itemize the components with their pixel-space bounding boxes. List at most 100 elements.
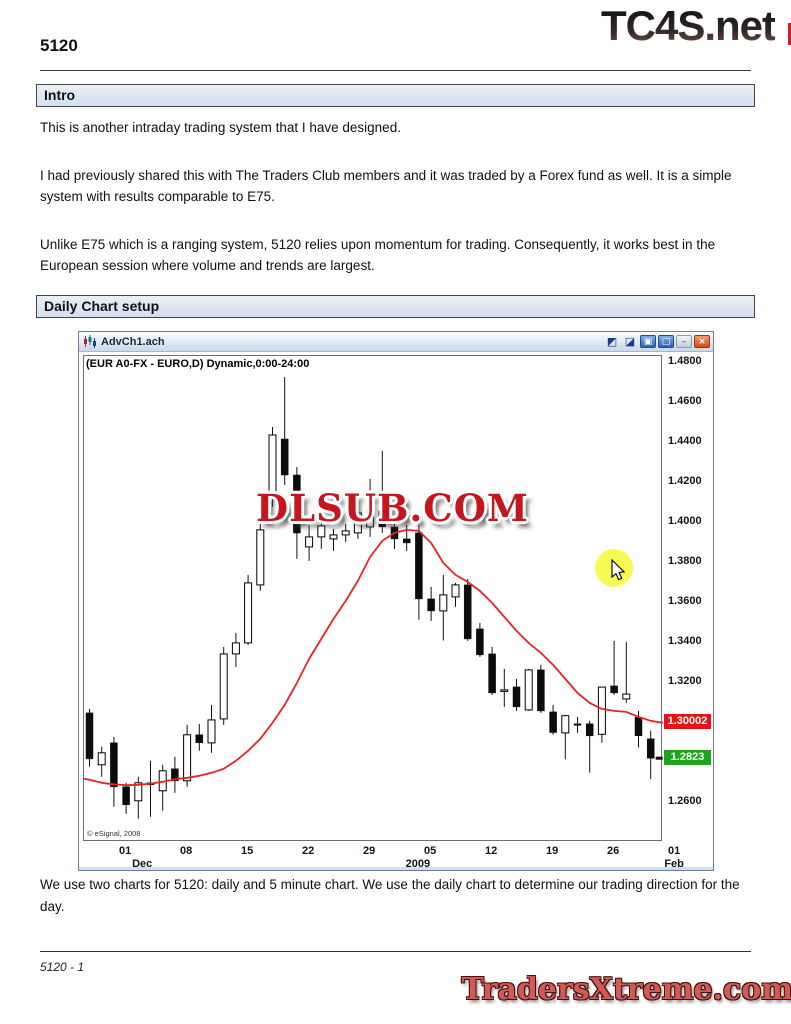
- candle-body: [622, 693, 631, 700]
- section-header-intro: Intro: [36, 84, 755, 107]
- x-axis-tick-label: 12: [484, 845, 498, 857]
- candle-body: [634, 717, 643, 736]
- candle-body: [427, 598, 435, 612]
- intro-paragraph-1: This is another intraday trading system …: [40, 120, 401, 135]
- candlestick-plot[interactable]: [84, 356, 663, 842]
- maximize-button[interactable]: ▣: [640, 335, 656, 348]
- last-price-tag: 1.2823: [664, 749, 711, 765]
- x-axis-tick-label: 22: [301, 845, 315, 857]
- chart-symbol-label: (EUR A0-FX - EURO,D) Dynamic,0:00-24:00: [86, 358, 310, 370]
- footer-page-number: 5120 - 1: [40, 960, 85, 974]
- x-axis-tick-label: 15: [240, 845, 254, 857]
- moving-average-line: [84, 528, 663, 787]
- candle-body: [97, 752, 106, 766]
- x-axis-tick-label: 08: [179, 845, 193, 857]
- candle-body: [402, 538, 411, 544]
- candle-body: [646, 738, 655, 759]
- candle-body: [439, 594, 448, 612]
- candle-body: [317, 525, 326, 538]
- x-axis-tick-label: 05: [423, 845, 437, 857]
- candle-body: [537, 669, 545, 712]
- y-axis-label: 1.3400: [668, 634, 702, 647]
- y-axis-label: 1.4800: [668, 354, 702, 367]
- tradersxtreme-logo: TradersXtreme.com: [461, 972, 791, 1007]
- candle-body: [415, 532, 423, 600]
- intro-paragraphs: This is another intraday trading system …: [40, 117, 756, 303]
- candle-body: [293, 474, 301, 534]
- chart-caption: We use two charts for 5120: daily and 5 …: [40, 874, 756, 943]
- chart-client-area: (EUR A0-FX - EURO,D) Dynamic,0:00-24:00 …: [79, 353, 713, 870]
- x-axis-tick-label: 01: [118, 845, 132, 857]
- candle-body: [549, 711, 557, 733]
- price-plot-area[interactable]: (EUR A0-FX - EURO,D) Dynamic,0:00-24:00 …: [83, 355, 663, 842]
- candle-body: [597, 686, 606, 735]
- candle-body: [280, 438, 289, 476]
- y-axis-label: 1.3600: [668, 594, 702, 607]
- candle-body: [512, 686, 521, 708]
- candle-body: [122, 786, 130, 806]
- candle-body: [378, 510, 387, 528]
- candle-body: [561, 715, 570, 734]
- tc4s-logo: TC4S.net: [600, 2, 776, 49]
- esignal-copyright: © eSignal, 2008: [87, 829, 141, 838]
- y-axis-label: 1.3800: [668, 554, 702, 567]
- candle-body: [256, 529, 265, 586]
- candle-body: [585, 723, 594, 737]
- chart-app-window: AdvCh1.ach ◩ ◪ ▣ □ – × (EUR A0-FX - EURO,D) D…: [78, 331, 714, 871]
- candle-body: [110, 742, 118, 788]
- edge-red-mark: [788, 23, 791, 45]
- page-title: 5120: [40, 36, 78, 55]
- intro-paragraph-3: Unlike E75 which is a ranging system, 51…: [40, 236, 716, 274]
- dlsub-watermark: DLSUB.COM: [256, 486, 529, 530]
- candle-body: [219, 653, 228, 720]
- window-bottom-strip: [79, 867, 713, 870]
- candle-body: [244, 582, 253, 644]
- candle-body: [207, 719, 216, 744]
- candle-body: [451, 584, 460, 598]
- close-button[interactable]: ×: [694, 335, 710, 348]
- header-divider: [40, 70, 751, 71]
- y-axis-label: 1.2600: [668, 794, 702, 807]
- candlestick-chart-icon: [84, 335, 96, 348]
- candle-body: [573, 723, 582, 726]
- candle-body: [305, 536, 314, 548]
- intro-paragraph-2: I had previously shared this with The Tr…: [40, 167, 732, 205]
- window-title: AdvCh1.ach: [101, 335, 165, 348]
- candle-body: [353, 512, 362, 534]
- restore-button[interactable]: □: [658, 335, 674, 348]
- ma-price-tag: 1.30002: [664, 714, 711, 730]
- candle-body: [366, 510, 375, 528]
- y-axis-label: 1.4000: [668, 514, 702, 527]
- candle-body: [195, 734, 204, 744]
- section-header-daily-chart-setup: Daily Chart setup: [36, 295, 755, 318]
- y-axis-label: 1.4200: [668, 474, 702, 487]
- x-axis-tick-label: 29: [362, 845, 376, 857]
- candle-body: [463, 584, 472, 640]
- window-titlebar[interactable]: AdvCh1.ach ◩ ◪ ▣ □ – ×: [79, 332, 713, 352]
- y-axis-label: 1.4600: [668, 394, 702, 407]
- candle-body: [183, 734, 192, 782]
- last-price-dash: [655, 756, 663, 760]
- candle-body: [524, 669, 533, 711]
- candle-body: [85, 712, 94, 760]
- minimize-button[interactable]: –: [676, 335, 692, 348]
- interval-link-icon[interactable]: ◪: [624, 335, 636, 348]
- footer-divider: [40, 951, 751, 952]
- y-axis-label: 1.4400: [668, 434, 702, 447]
- candle-body: [476, 628, 484, 656]
- x-axis-tick-label: 01: [667, 845, 681, 857]
- candle-body: [171, 768, 179, 782]
- y-axis-label: 1.3200: [668, 674, 702, 687]
- x-axis-tick-label: 26: [606, 845, 620, 857]
- candle-body: [268, 434, 277, 498]
- x-axis-tick-label: 19: [545, 845, 559, 857]
- candle-body: [488, 653, 496, 694]
- candle-body: [500, 689, 509, 692]
- caption-paragraph: We use two charts for 5120: daily and 5 …: [40, 877, 740, 914]
- candle-body: [341, 530, 350, 536]
- symbol-link-icon[interactable]: ◩: [606, 335, 618, 348]
- window-buttons: ◩ ◪ ▣ □ – ×: [604, 335, 710, 348]
- mouse-cursor-icon: [611, 558, 626, 581]
- candle-body: [231, 642, 240, 655]
